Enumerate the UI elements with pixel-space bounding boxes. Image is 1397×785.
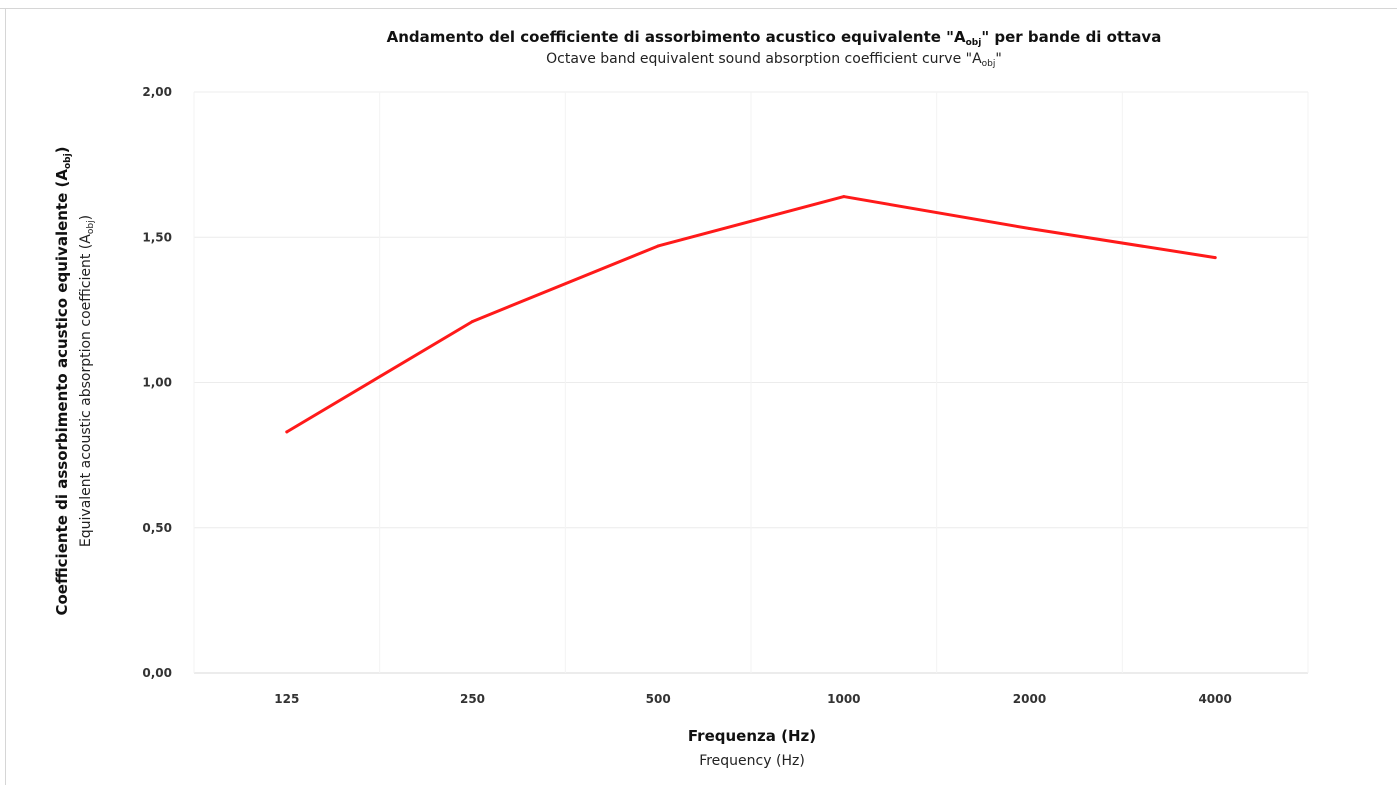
y-tick-label: 1,00 [142,376,172,390]
x-tick-label: 500 [646,692,671,706]
x-tick-label: 4000 [1198,692,1231,706]
x-tick-label: 1000 [827,692,860,706]
y-tick-label: 0,00 [142,666,172,680]
chart-title: Andamento del coefficiente di assorbimen… [387,28,1162,48]
y-tick-label: 2,00 [142,85,172,99]
x-tick-label: 125 [274,692,299,706]
x-tick-label: 2000 [1013,692,1046,706]
frame-top-border [0,8,1397,9]
data-point [285,430,289,434]
x-axis-subtitle: Frequency (Hz) [699,753,805,769]
y-tick-label: 0,50 [142,521,172,535]
data-point [471,319,474,323]
grid [193,91,1309,674]
x-axis-title: Frequenza (Hz) [688,727,816,745]
y-axis-title: Coefficiente di assorbimento acustico eq… [53,146,73,615]
frame-left-border [5,8,6,785]
y-tick-label: 1,50 [142,230,172,244]
data-point [656,244,660,248]
series-line [285,195,1217,434]
series-layer [285,195,1217,434]
y-axis-subtitle: Equivalent acoustic absorption coefficie… [78,215,96,547]
y-axis-ticks: 0,00 0,50 1,00 1,50 2,00 [142,85,172,680]
data-point [1028,227,1031,231]
data-point [842,195,846,199]
x-axis-ticks: 125 250 500 1000 2000 4000 [274,692,1232,706]
chart-subtitle: Octave band equivalent sound absorption … [546,51,1002,69]
x-tick-label: 250 [460,692,485,706]
data-point [1213,256,1217,260]
